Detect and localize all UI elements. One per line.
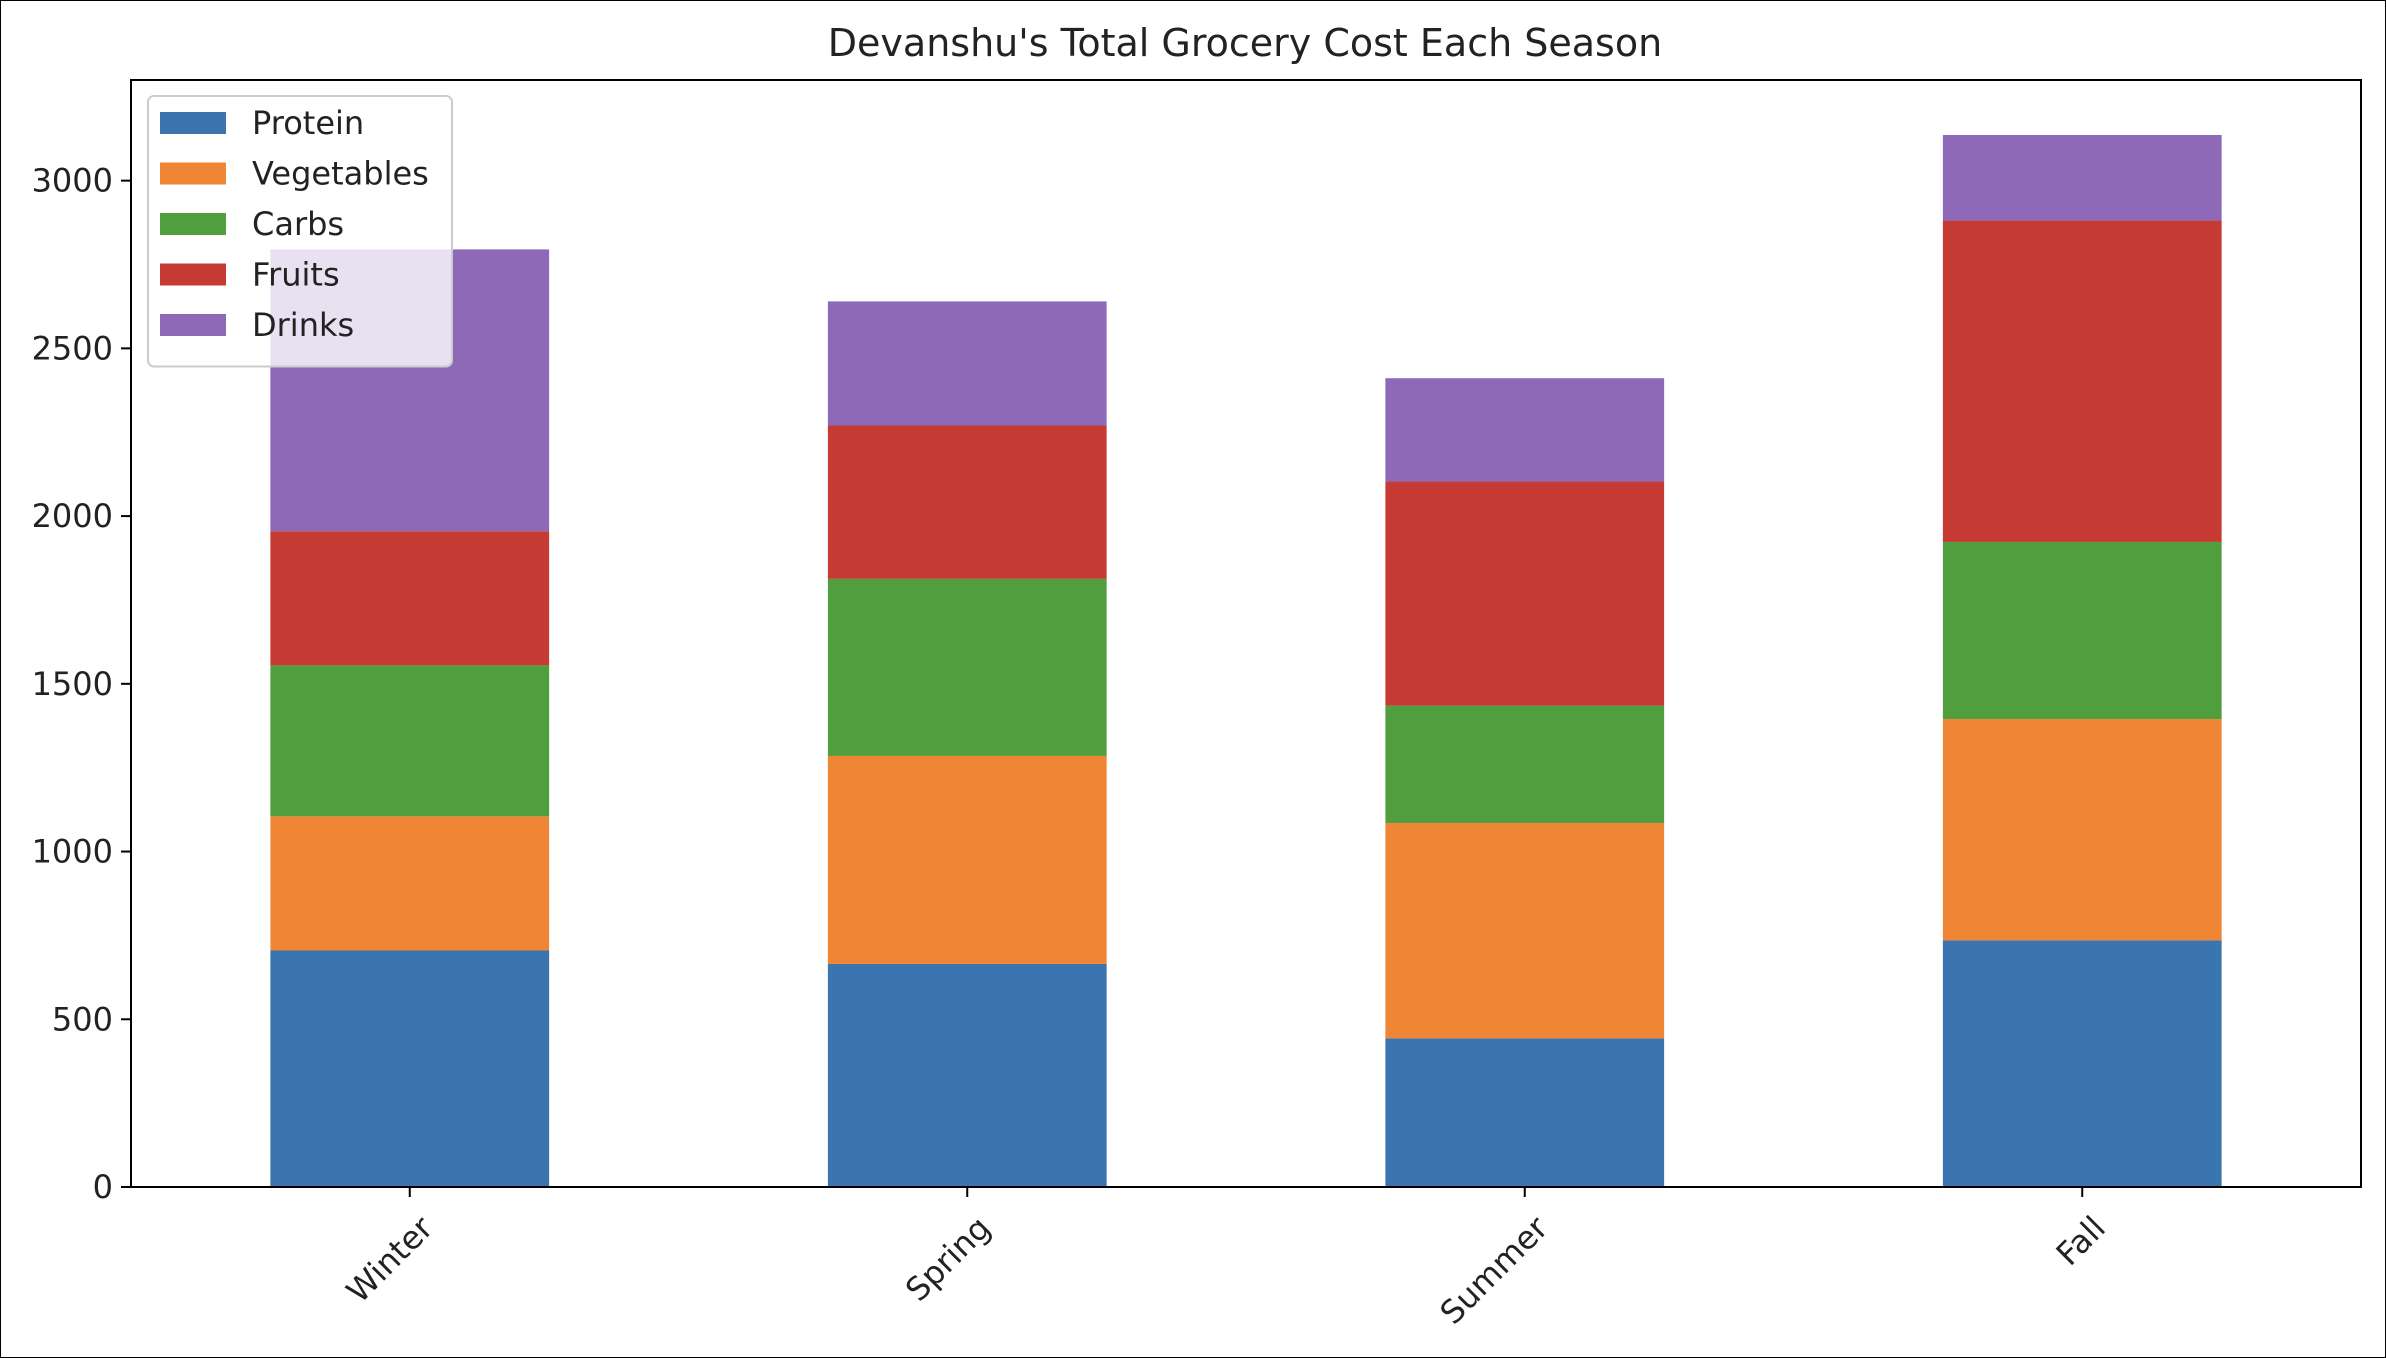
legend: Protein Vegetables Carbs Fruits Drinks	[147, 95, 453, 368]
bar-winter-carbs	[270, 665, 550, 817]
legend-label-fruits: Fruits	[252, 256, 340, 294]
y-tick-label: 500	[52, 1000, 113, 1038]
legend-label-protein: Protein	[252, 104, 364, 142]
legend-swatch-fruits	[160, 263, 226, 286]
bar-fall-protein	[1942, 940, 2222, 1187]
legend-label-drinks: Drinks	[252, 306, 354, 344]
bar-summer-drinks	[1385, 378, 1665, 482]
chart-title: Devanshu's Total Grocery Cost Each Seaso…	[828, 21, 1662, 65]
bar-spring-fruits	[827, 425, 1107, 579]
legend-swatch-vegetables	[160, 162, 226, 185]
y-tick-label: 2500	[32, 329, 113, 367]
y-axis: 0 500 1000 1500 2000 2500 3000	[32, 162, 131, 1206]
legend-swatch-carbs	[160, 213, 226, 235]
bar-winter-vegetables	[270, 816, 550, 951]
legend-label-vegetables: Vegetables	[252, 155, 429, 193]
bars-layer	[270, 135, 2222, 1187]
y-tick-label: 2000	[32, 497, 113, 535]
bar-fall-drinks	[1942, 135, 2222, 221]
bar-fall-vegetables	[1942, 719, 2222, 941]
legend-swatch-drinks	[160, 314, 226, 336]
legend-swatch-protein	[160, 112, 226, 134]
bar-winter-protein	[270, 950, 550, 1187]
y-tick-label: 3000	[32, 162, 113, 200]
bar-spring-protein	[827, 963, 1107, 1187]
bar-spring-carbs	[827, 578, 1107, 756]
bar-fall-fruits	[1942, 220, 2222, 542]
bar-summer-vegetables	[1385, 823, 1665, 1039]
bar-spring-vegetables	[827, 755, 1107, 964]
bar-winter-fruits	[270, 531, 550, 666]
y-tick-label: 0	[93, 1168, 113, 1206]
bar-summer-carbs	[1385, 705, 1665, 824]
bar-summer-protein	[1385, 1038, 1665, 1187]
legend-label-carbs: Carbs	[252, 205, 344, 243]
plot-frame	[130, 79, 2362, 1188]
y-tick-label: 1000	[32, 833, 113, 871]
bar-summer-fruits	[1385, 481, 1665, 706]
y-tick-label: 1500	[32, 665, 113, 703]
bar-fall-carbs	[1942, 541, 2222, 720]
bar-spring-drinks	[827, 301, 1107, 426]
